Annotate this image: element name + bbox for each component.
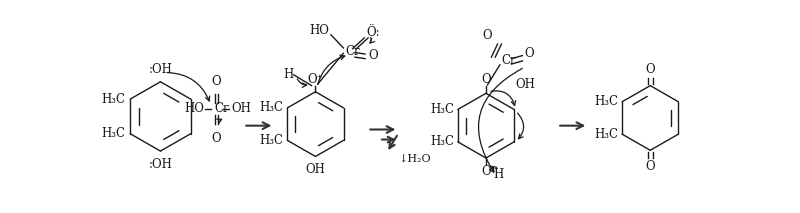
Text: H: H xyxy=(494,168,504,181)
Text: H₃C: H₃C xyxy=(102,93,126,106)
Text: O⁺: O⁺ xyxy=(307,73,323,86)
Text: Cr: Cr xyxy=(345,45,359,58)
Text: O: O xyxy=(646,63,655,76)
Text: H₃C: H₃C xyxy=(102,127,126,140)
Text: H₃C: H₃C xyxy=(594,95,618,108)
Text: O: O xyxy=(646,160,655,173)
Text: O: O xyxy=(211,132,221,145)
Text: H₃C: H₃C xyxy=(430,135,454,148)
Text: O: O xyxy=(481,73,490,86)
Text: OH: OH xyxy=(306,163,326,176)
Text: O: O xyxy=(211,75,221,88)
Text: :OH: :OH xyxy=(149,63,172,76)
Text: O: O xyxy=(368,49,378,62)
Text: HO: HO xyxy=(310,24,330,37)
Text: OH: OH xyxy=(231,102,251,115)
Text: O: O xyxy=(525,47,534,60)
Text: Ö:: Ö: xyxy=(366,26,380,39)
Text: H₃C: H₃C xyxy=(430,103,454,116)
Text: OH: OH xyxy=(515,78,535,91)
Text: H₃C: H₃C xyxy=(594,128,618,141)
Text: HO: HO xyxy=(185,102,205,115)
Text: H₃C: H₃C xyxy=(259,134,283,147)
Text: O: O xyxy=(482,29,492,42)
Text: Cr: Cr xyxy=(502,55,516,68)
Text: :OH: :OH xyxy=(149,158,172,171)
Text: Cr: Cr xyxy=(214,102,229,115)
Text: H: H xyxy=(283,68,294,81)
Text: H₃C: H₃C xyxy=(259,101,283,114)
Text: O: O xyxy=(481,165,490,178)
Text: ↓H₂O: ↓H₂O xyxy=(398,154,431,164)
